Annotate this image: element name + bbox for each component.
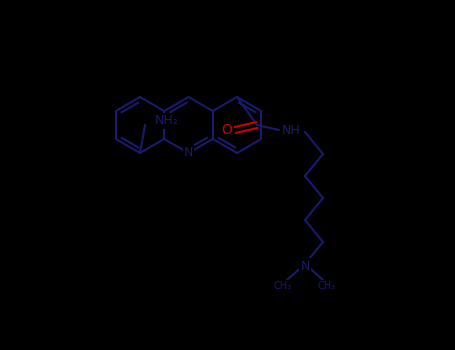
Text: N: N: [184, 147, 193, 160]
Text: O: O: [222, 123, 233, 137]
Text: N: N: [300, 259, 310, 273]
Text: NH₂: NH₂: [155, 114, 179, 127]
Text: CH₃: CH₃: [274, 281, 292, 291]
Text: CH₃: CH₃: [318, 281, 336, 291]
Text: NH: NH: [282, 124, 300, 136]
